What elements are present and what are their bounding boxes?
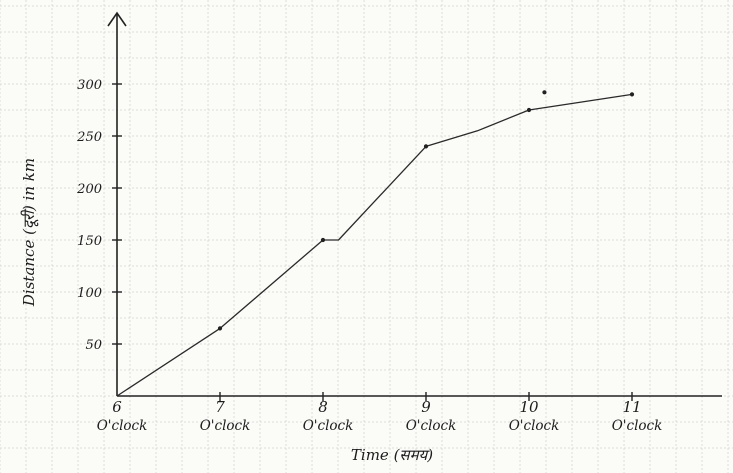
series-line <box>116 93 633 397</box>
y-tick-label: 150 <box>77 234 102 249</box>
data-point <box>320 237 326 243</box>
y-tick-label: 100 <box>77 286 102 301</box>
x-tick-label: 8 <box>318 398 328 416</box>
series <box>116 90 635 397</box>
axes <box>107 11 722 397</box>
x-tick-label: 10 <box>519 398 539 416</box>
x-tick-label: 11 <box>622 398 641 416</box>
x-tick-sublabel: O'clock <box>509 418 560 434</box>
y-axis-arrow-icon <box>107 11 127 27</box>
y-axis-label: Distance (दूरी) in km <box>20 158 39 307</box>
data-point <box>542 90 547 95</box>
labels: 6 O'clock 7 O'clock 8 O'clock 9 O'clock 10 O'cloc… <box>20 78 662 464</box>
y-tick-label: 250 <box>76 130 102 145</box>
x-axis-label: Time (समय) <box>351 446 433 464</box>
data-point <box>423 144 429 149</box>
ticks <box>112 83 633 401</box>
x-tick-sublabel: O'clock <box>200 418 251 434</box>
y-tick-label: 50 <box>85 338 102 353</box>
x-tick-sublabel: O'clock <box>406 418 457 434</box>
x-tick-label: 6 <box>112 398 122 416</box>
x-tick-label: 7 <box>215 398 225 416</box>
data-point <box>526 107 532 113</box>
data-point <box>629 92 635 97</box>
y-tick-label: 300 <box>77 78 102 93</box>
y-tick-label: 200 <box>76 182 102 197</box>
x-tick-sublabel: O'clock <box>97 418 148 434</box>
x-tick-sublabel: O'clock <box>612 418 663 434</box>
data-point <box>217 326 223 331</box>
x-tick-label: 9 <box>421 398 431 416</box>
x-tick-sublabel: O'clock <box>303 418 354 434</box>
